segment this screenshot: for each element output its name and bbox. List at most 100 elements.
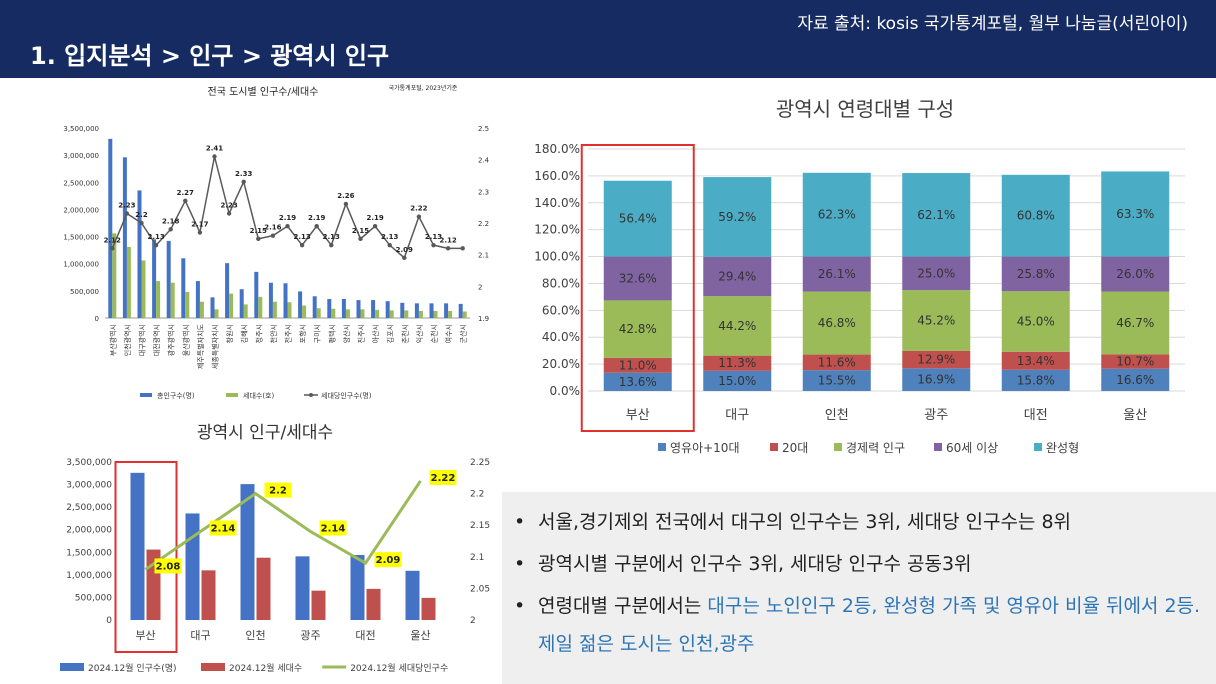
stacked-segment: [603, 357, 672, 373]
legend-swatch: [140, 393, 152, 397]
metro-population-chart: 광역시 인구/세대수 3,500,000 3,000,000 2,500,000 2,0…: [60, 423, 490, 674]
y2-tick-label: 2.5: [478, 125, 489, 133]
population-bar: [108, 138, 113, 318]
y-tick-label: 0: [106, 616, 112, 626]
line-point: [241, 179, 246, 185]
bullet-dot: •: [514, 595, 526, 617]
segment-label: 56.4%: [619, 212, 657, 226]
household-bar: [272, 301, 277, 318]
legend-label: 총인구수(명): [157, 391, 195, 400]
line-point: [431, 242, 436, 248]
y-tick-label: 60.0%: [542, 303, 580, 317]
y2-tick-label: 2.05: [470, 584, 490, 594]
line-point: [110, 246, 115, 251]
x-tick-label: 부산광역시: [108, 324, 117, 356]
data-label: 2.19: [308, 214, 325, 222]
bullet-text: 연령대별 구분에서는: [538, 595, 708, 617]
line-point: [329, 242, 334, 248]
y-tick-label: 1,500,000: [66, 548, 112, 558]
segment-label: 13.6%: [619, 375, 657, 389]
data-label: 2.26: [337, 192, 354, 200]
segment-label: 59.2%: [718, 210, 756, 224]
line-point: [212, 154, 217, 159]
data-label: 2.27: [177, 189, 194, 197]
y-tick-label: 2,500,000: [63, 179, 99, 187]
population-bar: [312, 296, 317, 318]
line-point: [285, 223, 290, 229]
data-label: 2.13: [381, 233, 398, 241]
household-bar: [112, 233, 117, 318]
data-label: 2.2: [269, 486, 287, 497]
stacked-segment: [703, 370, 772, 391]
data-label-box: [319, 520, 347, 536]
household-bar: [448, 310, 453, 318]
y2-tick-label: 2: [478, 283, 482, 291]
x-tick-label: 양산시: [342, 324, 351, 343]
data-label-box: [374, 552, 402, 568]
segment-label: 15.0%: [718, 374, 756, 388]
line-point: [445, 246, 451, 251]
household-bar: [243, 304, 248, 318]
data-label: 2.13: [323, 233, 340, 241]
x-tick-label: 대구: [725, 408, 749, 423]
x-tick-label: 구미시: [313, 324, 322, 343]
population-bar: [239, 289, 244, 318]
line-point: [358, 236, 363, 242]
x-tick-label: 대전: [1024, 408, 1048, 423]
population-bar: [185, 513, 200, 620]
persons-per-household-line: [144, 480, 422, 571]
stacked-segment: [902, 350, 971, 369]
y2-tick-label: 1.9: [478, 315, 489, 323]
line-point: [299, 242, 305, 248]
x-tick-label: 인천광역시: [123, 324, 132, 356]
highlight-box: [114, 461, 178, 653]
population-bar: [225, 263, 230, 318]
x-tick-label: 인천: [825, 408, 849, 423]
x-tick-label: 울산광역시: [181, 324, 190, 356]
stacked-segment: [1101, 256, 1170, 292]
chart-title: 전국 도시별 인구수/세대수: [208, 86, 319, 98]
population-bar: [240, 484, 255, 620]
household-bar: [229, 293, 234, 318]
stacked-segment: [603, 300, 672, 358]
data-label: 2.2: [135, 211, 148, 219]
stacked-segment: [1001, 369, 1070, 391]
data-label: 2.09: [376, 555, 401, 566]
y-tick-label: 20.0%: [542, 357, 580, 371]
segment-label: 12.9%: [917, 353, 955, 367]
segment-label: 26.0%: [1116, 267, 1154, 281]
y-tick-label: 1,500,000: [63, 234, 99, 242]
page-title: 1. 입지분석 > 인구 > 광역시 인구: [30, 42, 390, 70]
data-label: 2.08: [156, 561, 181, 572]
household-bar: [185, 291, 190, 318]
source-text: 자료 출처: kosis 국가통계포털, 월부 나눔글(서린아이): [797, 14, 1188, 34]
y-tick-label: 3,500,000: [66, 458, 112, 468]
data-label: 2.18: [162, 217, 179, 225]
x-tick-label: 제주특별자치도: [196, 323, 205, 369]
header-bar: 자료 출처: kosis 국가통계포털, 월부 나눔글(서린아이) 1. 입지분…: [0, 0, 1216, 78]
stacked-segment: [802, 370, 871, 391]
data-label: 2.22: [410, 205, 427, 213]
population-bar: [458, 303, 463, 318]
population-bar: [181, 258, 186, 318]
population-bar: [295, 556, 310, 620]
y-tick-label: 0.0%: [550, 384, 581, 398]
data-label: 2.12: [439, 236, 456, 244]
chart-subtitle: 국가통계포털, 2023년기준: [389, 84, 458, 92]
stacked-segment: [603, 256, 672, 301]
y-tick-label: 3,000,000: [63, 152, 99, 160]
segment-label: 29.4%: [718, 269, 756, 283]
y-tick-label: 100.0%: [534, 250, 580, 264]
data-label: 2.15: [352, 227, 369, 235]
segment-label: 15.5%: [818, 374, 856, 388]
population-bar: [371, 300, 376, 318]
stacked-segment: [802, 172, 871, 257]
y-tick-label: 2,000,000: [63, 206, 99, 214]
data-label-box: [429, 469, 457, 485]
population-bar: [283, 283, 288, 318]
household-bar: [170, 282, 175, 318]
household-bar: [433, 310, 438, 318]
segment-label: 11.6%: [818, 355, 856, 369]
data-label: 2.23: [220, 202, 237, 210]
stacked-segment: [802, 256, 871, 292]
